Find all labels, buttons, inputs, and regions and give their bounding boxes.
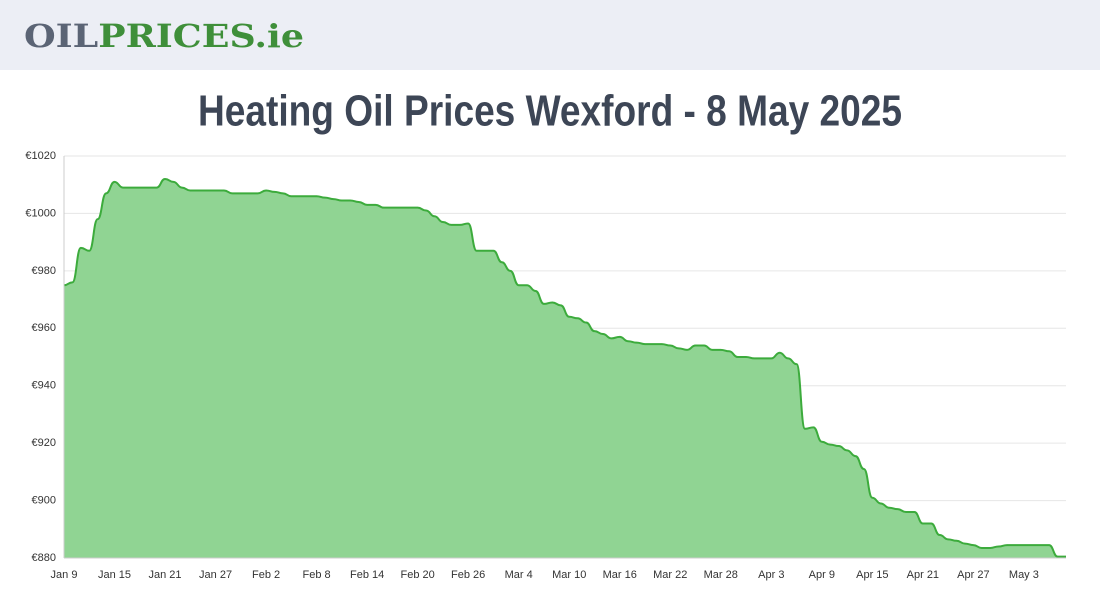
x-tick-label: Apr 9 <box>809 569 835 581</box>
x-tick-label: Mar 28 <box>704 569 738 581</box>
x-tick-label: Jan 21 <box>149 569 182 581</box>
x-tick-label: Jan 9 <box>51 569 78 581</box>
x-tick-label: Mar 16 <box>603 569 637 581</box>
y-tick-label: €1000 <box>25 207 56 219</box>
y-tick-label: €880 <box>32 552 56 564</box>
x-tick-label: Apr 3 <box>758 569 784 581</box>
line <box>63 177 1066 558</box>
logo-part: OIL <box>24 17 98 55</box>
x-tick-label: Jan 27 <box>199 569 232 581</box>
x-tick-label: Feb 14 <box>350 569 384 581</box>
y-tick-label: €920 <box>32 437 56 449</box>
chart-title: Heating Oil Prices Wexford - 8 May 2025 <box>198 87 902 136</box>
x-tick-label: Apr 21 <box>907 569 939 581</box>
y-tick-label: €960 <box>32 322 56 334</box>
y-tick-label: €980 <box>32 265 56 277</box>
x-tick-label: Feb 26 <box>451 569 485 581</box>
y-tick-label: €940 <box>32 380 56 392</box>
x-tick-label: Jan 15 <box>98 569 131 581</box>
logo-part: PRICES.ie <box>98 17 304 55</box>
logo[interactable]: OIL PRICES.ie <box>24 17 304 55</box>
area <box>64 178 1066 558</box>
y-tick-label: €1020 <box>25 150 56 162</box>
x-tick-label: Apr 27 <box>957 569 989 581</box>
x-tick-label: Mar 22 <box>653 569 687 581</box>
y-tick-label: €900 <box>32 494 56 506</box>
x-tick-label: May 3 <box>1009 569 1039 581</box>
x-tick-label: Feb 20 <box>401 569 435 581</box>
x-tick-label: Feb 2 <box>252 569 280 581</box>
x-tick-label: Feb 8 <box>303 569 331 581</box>
x-tick-label: Mar 10 <box>552 569 586 581</box>
x-tick-label: Apr 15 <box>856 569 888 581</box>
header-band <box>0 0 1100 70</box>
x-tick-label: Mar 4 <box>505 569 533 581</box>
